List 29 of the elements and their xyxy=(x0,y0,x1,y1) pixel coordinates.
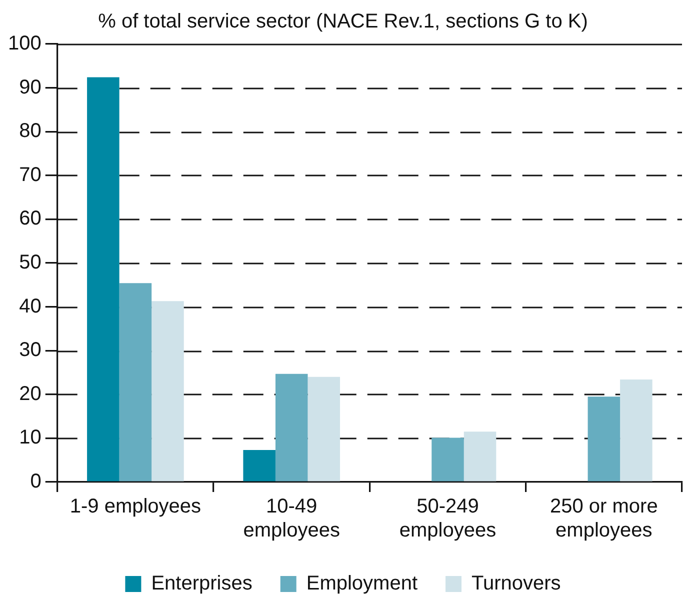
bar xyxy=(620,380,652,482)
bar xyxy=(588,396,620,482)
y-tick-label: 100 xyxy=(8,32,42,55)
bar xyxy=(119,283,152,482)
bar xyxy=(87,77,120,482)
y-tick-label: 70 xyxy=(19,164,42,186)
x-tick-label: 50-249 employees xyxy=(399,496,496,542)
legend-label: Enterprises xyxy=(151,572,252,595)
legend-label: Turnovers xyxy=(472,572,561,595)
legend-label: Employment xyxy=(306,572,418,595)
y-tick-label: 80 xyxy=(19,120,42,142)
x-tick-label: 250 or more employees xyxy=(550,496,658,542)
y-tick-label: 20 xyxy=(19,382,42,405)
bar xyxy=(432,438,464,482)
x-tick-label: 1-9 employees xyxy=(70,496,202,518)
y-tick-label: 30 xyxy=(19,339,42,362)
x-tick-label: 10-49 employees xyxy=(243,496,340,542)
y-tick-label: 40 xyxy=(19,295,42,318)
bar xyxy=(152,301,184,482)
y-tick-label: 90 xyxy=(19,76,42,98)
chart-title: % of total service sector (NACE Rev.1, sections G to K) xyxy=(98,10,588,33)
y-tick-label: 0 xyxy=(30,470,42,493)
bar xyxy=(308,376,340,482)
bar xyxy=(243,450,276,482)
y-tick-label: 50 xyxy=(19,252,42,274)
bar xyxy=(275,374,308,482)
y-tick-label: 10 xyxy=(19,426,42,449)
bar xyxy=(464,432,496,482)
y-tick-label: 60 xyxy=(19,208,42,230)
